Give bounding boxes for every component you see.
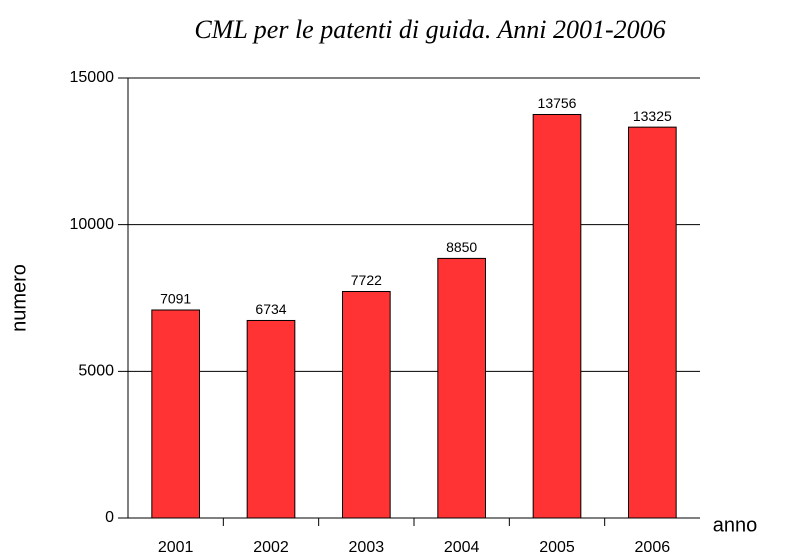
x-tick-label: 2002 xyxy=(253,539,289,556)
x-axis-label: anno xyxy=(713,514,758,536)
y-axis-label: numero xyxy=(8,264,30,332)
x-tick-label: 2004 xyxy=(444,539,480,556)
x-tick-label: 2003 xyxy=(349,539,385,556)
x-tick-label: 2006 xyxy=(635,539,671,556)
chart-title: CML per le patenti di guida. Anni 2001-2… xyxy=(194,15,665,44)
bar xyxy=(151,309,200,519)
x-tick-label: 2005 xyxy=(539,539,575,556)
value-label: 8850 xyxy=(446,239,477,255)
value-label: 7722 xyxy=(351,272,382,288)
y-tick-label: 5000 xyxy=(78,363,114,380)
y-tick-label: 0 xyxy=(105,509,114,526)
y-tick-label: 10000 xyxy=(70,216,115,233)
value-label: 7091 xyxy=(160,291,191,307)
bar xyxy=(532,113,582,519)
value-label: 13756 xyxy=(538,95,577,111)
value-label: 13325 xyxy=(633,108,672,124)
x-tick-label: 2001 xyxy=(158,539,194,556)
bar xyxy=(628,126,677,519)
bar xyxy=(246,319,296,519)
y-tick-label: 15000 xyxy=(70,69,115,86)
bar xyxy=(342,290,391,519)
value-label: 6734 xyxy=(255,301,286,317)
bar xyxy=(437,257,487,519)
